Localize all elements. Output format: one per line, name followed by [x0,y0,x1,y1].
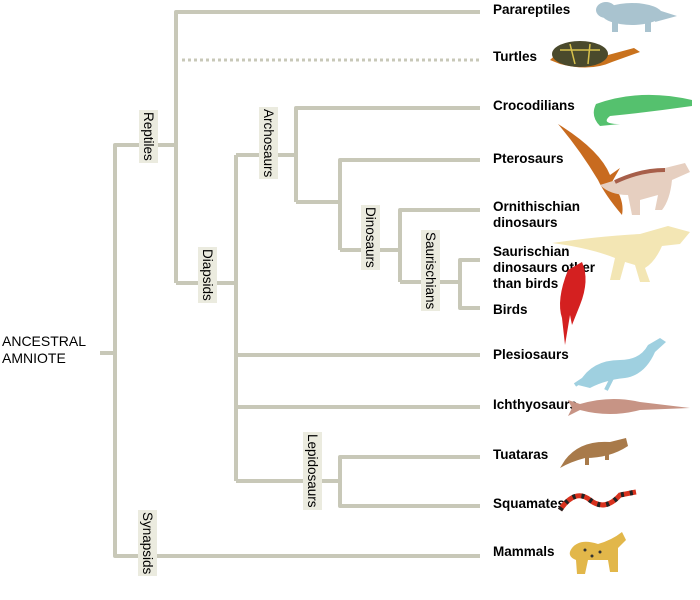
branch-lepidosaur-split [338,455,480,508]
taxon-pterosaurs: Pterosaurs [493,151,564,166]
root-label: ANCESTRAL AMNIOTE [2,333,86,366]
taxon-turtles: Turtles [493,49,538,64]
branch-ornithischians [398,208,480,282]
mammal-icon [569,532,626,574]
ornithischian-icon [600,163,690,215]
taxon-ornithischians: Ornithischian dinosaurs [493,199,581,230]
branch-pterosaurs [338,158,480,250]
snake-icon [557,489,637,512]
taxon-parareptiles: Parareptiles [493,2,571,17]
clade-label-lepidosaurs: Lepidosaurs [303,432,322,510]
clade-label-diapsids: Diapsids [198,247,217,303]
parareptile-icon [596,2,677,32]
bird-icon [560,262,586,345]
clade-label-synapsids: Synapsids [138,510,157,577]
clade-label-dinosaurs: Dinosaurs [361,205,380,270]
pterosaur-icon [558,124,623,215]
ichthyosaur-icon [568,398,690,416]
clade-label-archosaurs: Archosaurs [259,107,278,180]
turtle-icon [550,41,640,68]
taxon-squamates: Squamates [493,496,566,511]
taxon-saurischians: Saurischian dinosaurs other than birds [493,244,596,291]
taxon-ichthyosaurs: Ichthyosaurs [493,397,578,412]
clade-label-saurischians: Saurischians [421,230,440,312]
saurischian-icon [552,226,690,282]
taxon-crocodilians: Crocodilians [493,98,575,113]
taxon-birds: Birds [493,302,528,317]
branch-crocodilians [294,106,480,202]
taxon-tuataras: Tuataras [493,447,549,462]
crocodile-icon [593,94,692,126]
taxon-mammals: Mammals [493,544,555,559]
plesiosaur-icon [573,338,666,391]
branch-saurischian-split [458,258,480,310]
clade-label-reptiles: Reptiles [139,110,158,163]
taxon-plesiosaurs: Plesiosaurs [493,347,569,362]
tuatara-icon [560,438,628,468]
branch-parareptiles [174,10,480,283]
